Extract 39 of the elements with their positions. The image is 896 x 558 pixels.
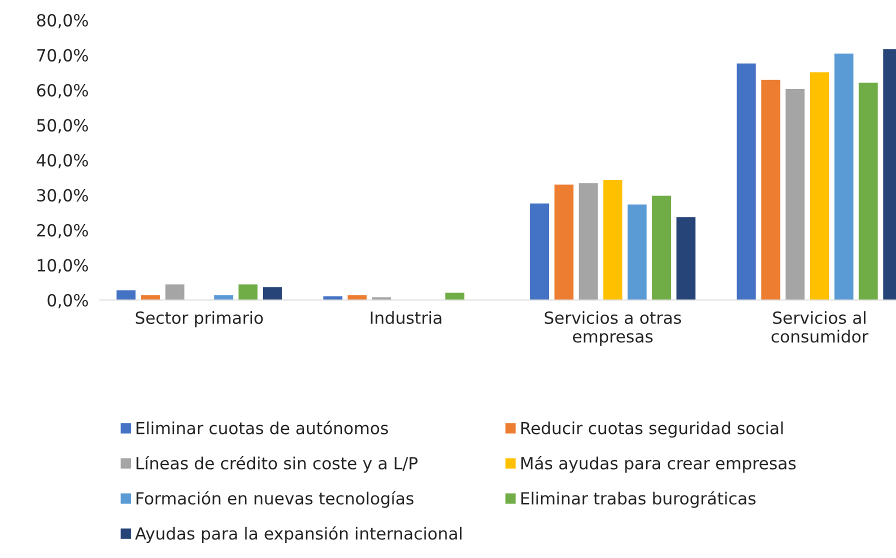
bar bbox=[834, 52, 854, 300]
legend-label: Formación en nuevas tecnologías bbox=[136, 491, 414, 508]
bar bbox=[444, 292, 466, 300]
bar bbox=[651, 194, 672, 300]
bar bbox=[529, 202, 550, 300]
legend-label: Eliminar cuotas de autónomos bbox=[136, 420, 388, 434]
y-tick-label: 70,0% bbox=[37, 48, 88, 64]
bar bbox=[784, 88, 806, 300]
bar bbox=[238, 283, 258, 300]
bar bbox=[626, 204, 648, 300]
legend-label: Líneas de crédito sin coste y a L/P bbox=[136, 456, 418, 473]
bar bbox=[809, 71, 830, 300]
y-tick-label: 20,0% bbox=[37, 224, 88, 238]
bar bbox=[578, 182, 599, 300]
y-tick-label: 40,0% bbox=[36, 154, 88, 168]
legend-label: Reducir cuotas seguridad social bbox=[521, 421, 783, 438]
legend-label: Más ayudas para crear empresas bbox=[521, 456, 796, 473]
legend-label: Eliminar trabas burográticas bbox=[521, 491, 756, 508]
y-tick-label: 60,0% bbox=[37, 84, 88, 98]
bar bbox=[602, 179, 624, 300]
bar bbox=[140, 294, 161, 300]
bar bbox=[760, 79, 782, 300]
bar bbox=[116, 289, 136, 300]
x-tick-label: Servicios al consumidor bbox=[772, 311, 868, 343]
y-tick-label: 50,0% bbox=[37, 118, 88, 134]
y-tick-label: 30,0% bbox=[37, 188, 88, 204]
x-tick-label: Industria bbox=[370, 311, 442, 324]
legend-label: Ayudas para la expansión internacional bbox=[135, 526, 462, 543]
bar bbox=[262, 286, 283, 300]
bar bbox=[858, 82, 879, 300]
y-tick-label: 10,0% bbox=[38, 258, 88, 274]
x-tick-label: Sector primario bbox=[136, 311, 263, 328]
bar bbox=[736, 62, 757, 300]
y-tick-label: 80,0% bbox=[37, 14, 88, 28]
bar bbox=[164, 283, 186, 300]
y-tick-label: 0,0% bbox=[48, 294, 88, 308]
bar bbox=[554, 184, 574, 300]
bar bbox=[676, 216, 696, 300]
x-tick-label: Servicios a otras empresas bbox=[544, 311, 682, 346]
